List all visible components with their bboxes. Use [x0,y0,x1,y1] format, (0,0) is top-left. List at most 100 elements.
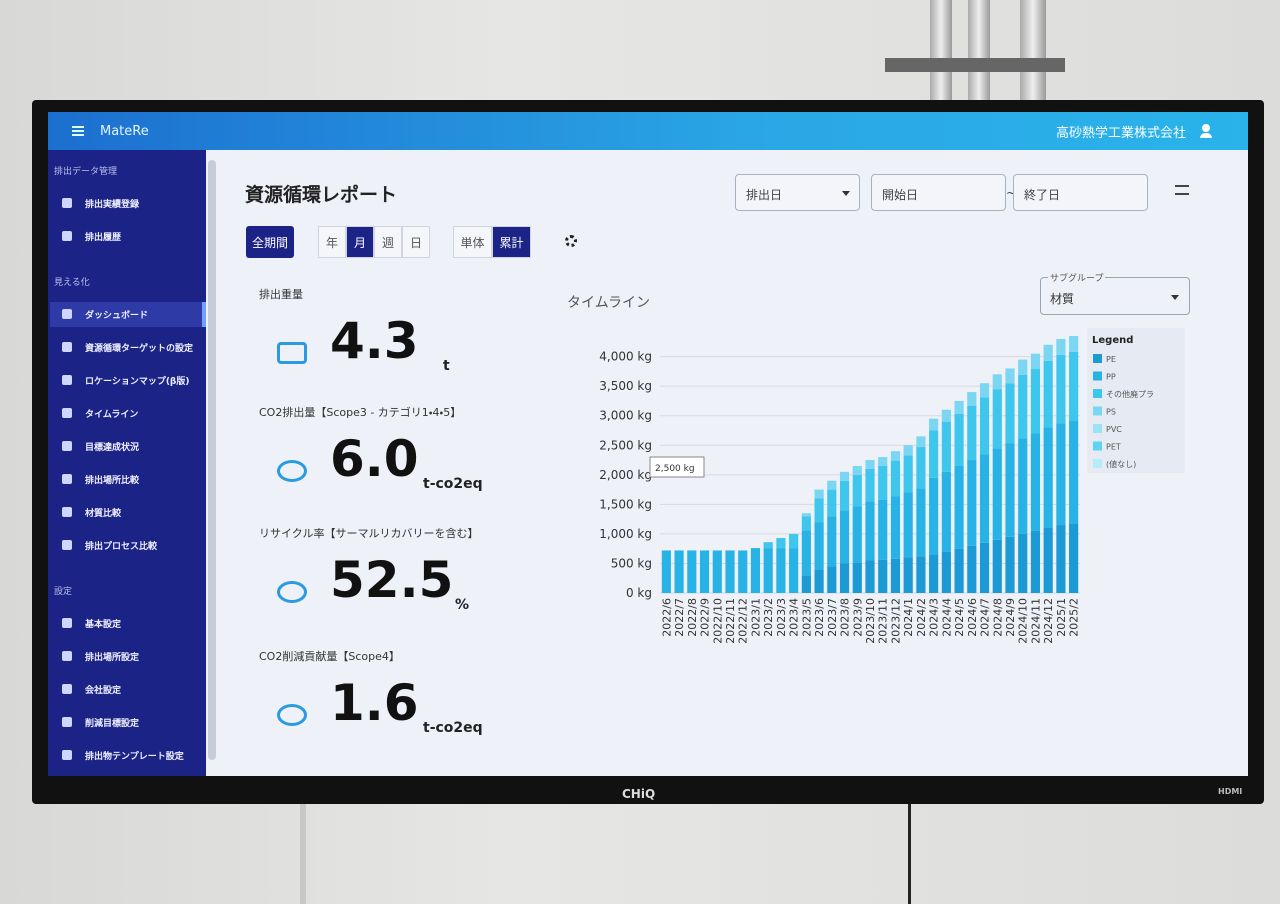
x-tick-label: 2024/7 [979,598,992,637]
period-button[interactable]: 週 [374,226,402,258]
x-tick-label: 2024/11 [1029,598,1042,644]
sidebar-item[interactable]: タイムライン [85,410,139,420]
bar-segment [1069,351,1079,422]
y-tick-label: 3,000 kg [599,409,652,423]
bar-segment [865,501,875,561]
x-tick-label: 2023/1 [749,598,762,637]
sidebar-item[interactable]: 排出履歴 [85,233,122,243]
page-title: 資源循環レポート [245,184,398,206]
user-icon-body [1200,133,1212,138]
bar-segment [801,513,811,517]
select-arrow [1171,295,1179,300]
mode-button[interactable]: 累計 [492,226,531,258]
legend-label: (値なし) [1106,459,1136,469]
bar-segment [750,548,761,593]
legend-swatch [1093,424,1102,433]
subgroup-select[interactable] [1040,277,1190,315]
pipe [1020,0,1046,104]
x-tick-label: 2024/4 [940,598,953,637]
sidebar-item[interactable]: 排出場所設定 [85,653,140,663]
x-tick-label: 2023/9 [851,598,864,637]
menu-button[interactable] [72,126,84,136]
period-button[interactable]: 年 [318,226,346,258]
bar-segment [992,389,1002,449]
sidebar-icon [62,717,72,727]
x-tick-label: 2024/3 [928,598,941,637]
all-period-button[interactable]: 全期間 [246,226,294,258]
sidebar-icon [62,198,72,208]
start-date[interactable]: 開始日 [871,174,1006,211]
sidebar-item[interactable]: 資源循環ターゲットの設定 [85,344,194,354]
sidebar-icon [62,441,72,451]
sidebar-item[interactable]: 目標達成状況 [85,443,140,453]
x-tick-label: 2024/10 [1017,598,1030,644]
settings-icon[interactable] [565,235,577,247]
sidebar-item[interactable]: 排出物テンプレート設定 [85,752,184,762]
sidebar-item[interactable]: 排出場所比較 [85,476,140,486]
bar-segment [941,409,951,422]
x-tick-label: 2024/12 [1042,598,1055,644]
x-tick-label: 2023/4 [788,598,801,637]
x-tick-label: 2022/12 [737,598,750,644]
kpi-unit: t-co2eq [423,476,483,492]
kpi-icon [277,342,307,364]
bar-segment [801,575,811,593]
bar-segment [1018,359,1028,375]
x-tick-label: 2023/2 [762,598,775,637]
x-tick-label: 2022/8 [686,598,699,637]
bar-segment [967,545,977,593]
bar-segment [878,499,888,560]
sidebar-item[interactable]: 排出プロセス比較 [85,542,158,552]
top-bar: MateRe 高砂熱学工業株式会社 [48,112,1248,150]
filter-icon[interactable] [1175,185,1189,195]
bar-segment [1005,536,1015,593]
bar-segment [763,548,773,593]
bar-segment [725,550,735,593]
sidebar-item[interactable]: ロケーションマップ(β版) [85,377,190,387]
x-tick-label: 2023/10 [864,598,877,644]
mode-button[interactable]: 単体 [453,226,492,258]
bar-segment [954,465,964,549]
bar-segment [929,477,939,555]
sidebar-item[interactable]: 基本設定 [85,620,122,630]
period-button[interactable]: 日 [402,226,430,258]
bar-segment [929,554,939,593]
bar-segment [776,538,786,549]
sidebar-section-title: 見える化 [54,278,90,288]
y-tick-label: 4,000 kg [599,350,652,364]
sidebar-icon [62,618,72,628]
sidebar-item[interactable]: 削減目標設定 [85,719,140,729]
end-date[interactable]: 終了日 [1013,174,1148,211]
date-type-select[interactable]: 排出日 [735,174,860,211]
bar-segment [827,516,837,567]
sidebar-item[interactable]: 排出実績登録 [85,200,140,210]
bar-segment [878,457,888,466]
bar-segment [661,550,671,593]
sidebar-icon [62,375,72,385]
sidebar-item[interactable]: 材質比較 [85,509,122,519]
bar-segment [992,539,1002,593]
bar-segment [1030,353,1041,370]
x-tick-label: 2025/1 [1055,598,1068,637]
x-tick-label: 2022/11 [724,598,737,644]
period-button[interactable]: 月 [346,226,374,258]
user-icon[interactable] [1202,124,1210,132]
legend-swatch [1093,441,1102,451]
sidebar-icon [62,540,72,550]
company-name[interactable]: 高砂熱学工業株式会社 [1055,126,1186,141]
kpi-label: CO2排出量【Scope3 - カテゴリ1・4・5】 [259,406,462,419]
sidebar-item[interactable]: ダッシュボード [85,311,149,321]
bar-segment [1018,438,1028,534]
x-tick-label: 2022/6 [660,598,673,637]
bar-segment [1030,433,1041,531]
sidebar-item[interactable]: 会社設定 [85,686,122,696]
bar-segment [852,506,862,563]
kpi-value: 4.3 [330,312,419,370]
sidebar-section-title: 排出データ管理 [54,167,118,177]
bar-segment [814,489,824,499]
subgroup-label: サブグループ [1048,271,1106,284]
x-tick-label: 2022/9 [699,598,712,637]
legend-label: PE [1106,355,1116,364]
legend-label: PET [1106,443,1121,452]
x-tick-label: 2023/3 [775,598,788,637]
